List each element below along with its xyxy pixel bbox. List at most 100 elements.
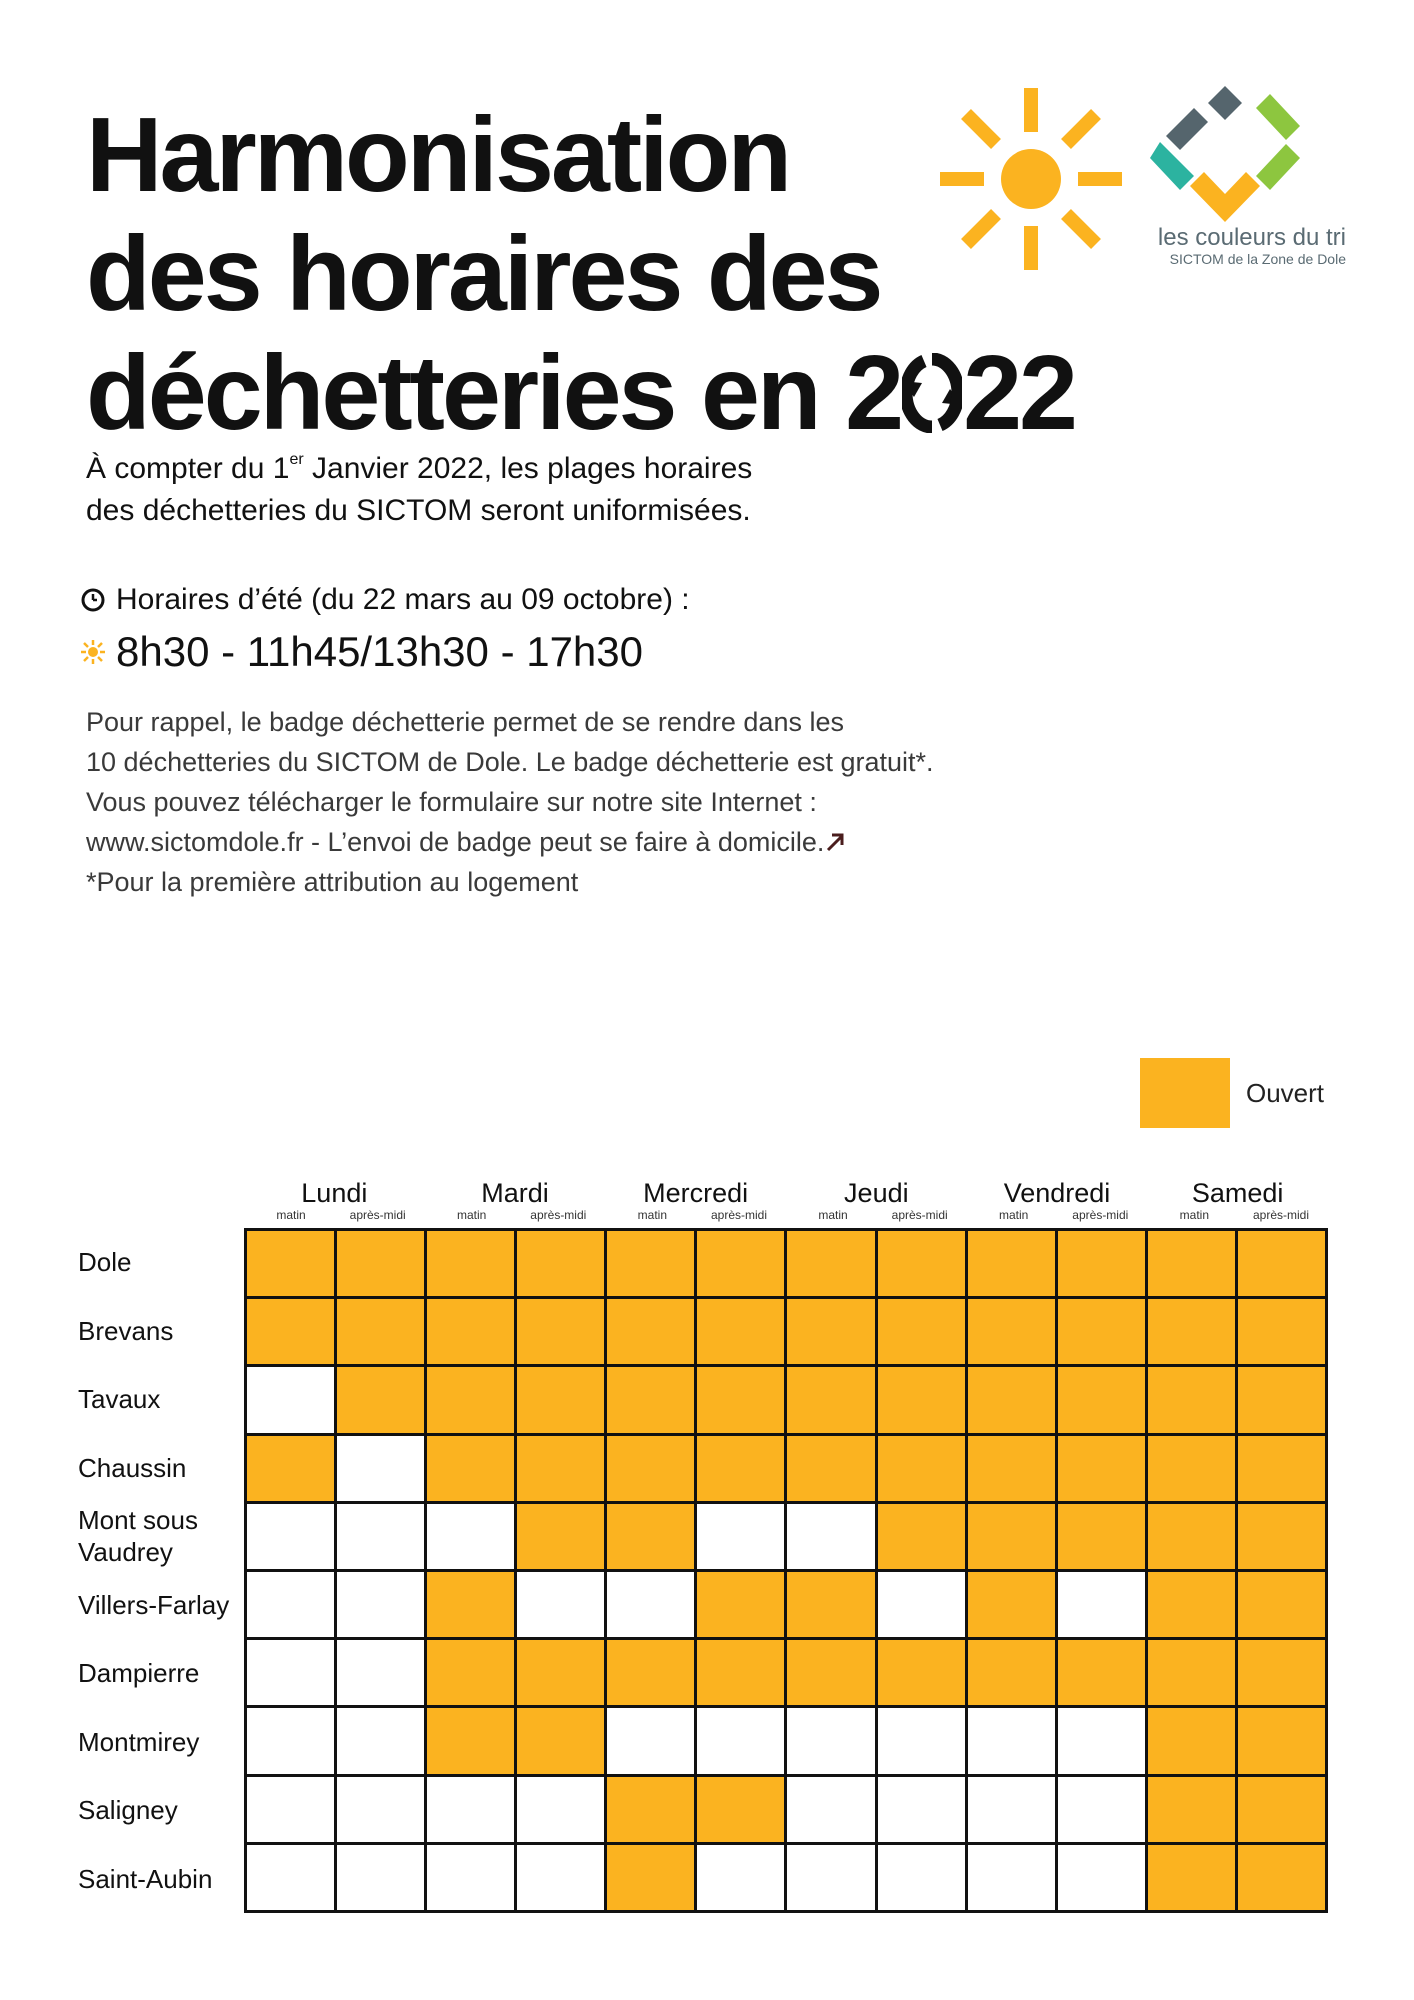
day-header-vendredi: Vendredi matin après-midi [967,1178,1148,1228]
slot-open [1144,1432,1238,1504]
clock-icon [81,588,105,612]
subheader-morning: matin [456,1208,487,1222]
legend-swatch-open [1140,1058,1230,1128]
summer-hours-row: 8h30 - 11h45/13h30 - 17h30 [80,622,880,682]
slot-closed [964,1705,1058,1777]
day-name: Lundi [301,1178,368,1208]
day-header-lundi: Lundi matin après-midi [244,1178,425,1228]
slot-open [1144,1364,1238,1436]
slot-closed [514,1841,608,1914]
intro-superscript: er [289,451,304,468]
slot-open [1234,1296,1329,1368]
slot-open [514,1432,608,1504]
row-label: Mont sous Vaudrey [78,1505,198,1568]
slot-closed [243,1500,338,1572]
row-labels: Dole Brevans Tavaux Chaussin Mont sous Vaudr… [78,1228,248,1913]
slot-open [1234,1568,1329,1641]
slot-open [694,1568,788,1641]
slot-open [1054,1364,1148,1436]
table-row [243,1364,1329,1436]
slot-closed [243,1841,338,1914]
slot-closed [514,1568,608,1641]
slot-open [604,1432,698,1504]
slot-closed [694,1841,788,1914]
slot-closed [334,1500,428,1572]
slot-closed [424,1500,518,1572]
subheader-afternoon: après-midi [891,1208,948,1222]
slot-open [874,1500,968,1572]
slot-open [604,1637,698,1709]
day-subheaders: matin après-midi [786,1208,967,1222]
slot-closed [243,1568,338,1641]
website-link[interactable]: www.sictomdole.fr - L’envoi de badge peu… [86,827,825,857]
slot-open [514,1705,608,1777]
slot-open [1234,1432,1329,1504]
slot-open [784,1432,878,1504]
table-row [243,1296,1329,1368]
slot-open [784,1568,878,1641]
slot-open [964,1296,1058,1368]
slot-open [1234,1705,1329,1777]
slot-closed [334,1841,428,1914]
subheader-afternoon: après-midi [1252,1208,1309,1222]
day-name: Samedi [1191,1178,1284,1208]
slot-open [694,1296,788,1368]
external-link-arrow-icon[interactable] [824,831,846,853]
title-line-2: des horaires des [86,215,884,333]
table-row [243,1500,1329,1572]
title-line-3-text: déchetteries en [86,334,822,452]
day-name: Mercredi [643,1178,749,1208]
sun-logo-icon [940,88,1122,270]
slot-open [874,1637,968,1709]
subheader-morning: matin [276,1208,306,1222]
subheader-morning: matin [818,1208,848,1222]
slot-closed [334,1705,428,1777]
slot-open [694,1227,788,1300]
slot-closed [874,1705,968,1777]
row-label: Montmirey [78,1726,200,1757]
table-row [243,1773,1329,1845]
slot-open [964,1637,1058,1709]
slot-open [604,1227,698,1300]
slot-open [604,1364,698,1436]
day-subheaders: matin après-midi [967,1208,1148,1222]
slot-open [1144,1773,1238,1845]
slot-open [874,1227,968,1300]
subheader-afternoon: après-midi [530,1208,587,1222]
table-row [243,1432,1329,1504]
slot-closed [424,1773,518,1845]
legend: Ouvert [1140,1058,1324,1128]
slot-open [1144,1841,1238,1914]
row-label: Saint-Aubin [78,1863,213,1894]
slot-closed [874,1773,968,1845]
sun-icon [81,640,105,664]
title-line-3: déchetteries en 2 22 [86,334,1186,453]
row-label: Villers-Farlay [78,1589,230,1620]
slot-open [1054,1637,1148,1709]
slot-open [1144,1705,1238,1777]
table-row [243,1705,1329,1777]
slot-closed [243,1364,338,1436]
slot-open [604,1500,698,1572]
intro-text: À compter du 1er Janvier 2022, les plage… [86,448,986,532]
intro-part-2: Janvier 2022, les plages horaires [303,452,753,485]
slot-open [334,1364,428,1436]
reminder-line-4[interactable]: www.sictomdole.fr - L’envoi de badge peu… [86,822,1036,862]
day-subheaders: matin après-midi [605,1208,786,1222]
slot-open [424,1364,518,1436]
badge-reminder: Pour rappel, le badge déchetterie permet… [86,702,1036,902]
title-year: 2 22 [845,334,1078,453]
row-label: Saligney [78,1795,178,1826]
day-subheaders: matin après-midi [244,1208,425,1222]
slot-open [424,1432,518,1504]
slot-open [964,1500,1058,1572]
subheader-afternoon: après-midi [710,1208,767,1222]
intro-line-2: des déchetteries du SICTOM seront unifor… [86,494,751,527]
slot-closed [334,1568,428,1641]
slot-open [514,1364,608,1436]
slot-open [424,1705,518,1777]
year-digits-22: 22 [963,334,1078,452]
slot-open [1234,1227,1329,1300]
slot-closed [784,1705,878,1777]
slot-open [784,1637,878,1709]
